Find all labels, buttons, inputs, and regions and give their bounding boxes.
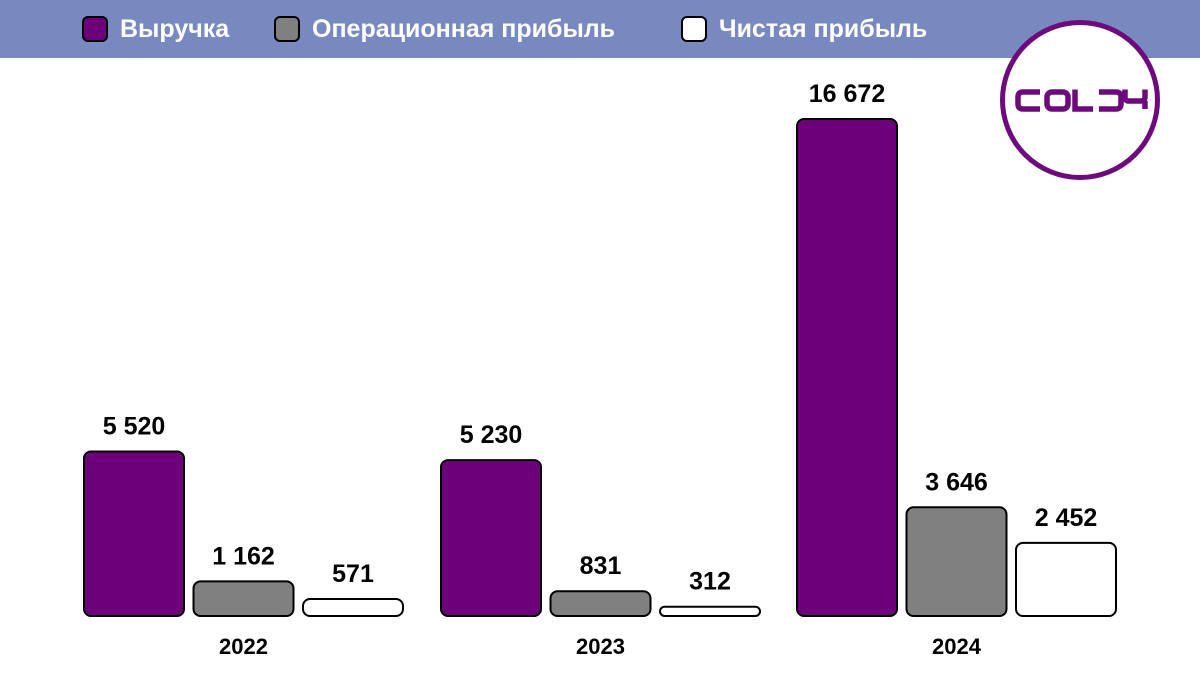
bar-operating-profit-2022 (192, 580, 295, 617)
legend-bar: Выручка Операционная прибыль Чистая приб… (0, 0, 1200, 58)
data-label-operating-profit-2023: 831 (580, 552, 622, 580)
legend-item-operating-profit: Операционная прибыль (274, 12, 615, 46)
legend-item-revenue: Выручка (82, 12, 229, 46)
data-label-revenue-2023: 5 230 (460, 421, 523, 449)
x-tick-label-2022: 2022 (219, 634, 268, 659)
legend-swatch-operating-profit (274, 16, 300, 42)
bar-revenue-2022 (83, 450, 185, 617)
coldy-logo-mark (1015, 89, 1148, 112)
data-label-net-profit-2024: 2 452 (1035, 504, 1098, 532)
legend-item-net-profit: Чистая прибыль (681, 12, 927, 46)
data-label-revenue-2024: 16 672 (809, 80, 885, 108)
bar-net-profit-2023 (659, 605, 761, 618)
legend-label-revenue: Выручка (120, 14, 230, 43)
legend-swatch-revenue (82, 16, 108, 42)
bar-net-profit-2024 (1015, 541, 1117, 617)
data-label-operating-profit-2022: 1 162 (212, 542, 275, 570)
legend-swatch-net-profit (681, 16, 707, 42)
bar-revenue-2023 (440, 459, 542, 617)
data-label-operating-profit-2024: 3 646 (925, 468, 988, 496)
data-label-revenue-2022: 5 520 (103, 412, 166, 440)
x-tick-label-2023: 2023 (576, 634, 625, 659)
bar-operating-profit-2024 (905, 506, 1008, 618)
bar-net-profit-2022 (302, 597, 404, 617)
legend-label-operating-profit: Операционная прибыль (312, 14, 616, 43)
bar-operating-profit-2023 (549, 590, 652, 617)
x-tick-label-2024: 2024 (932, 634, 982, 659)
bar-revenue-2024 (796, 118, 898, 617)
coldy-logo (1000, 20, 1160, 180)
data-label-net-profit-2023: 312 (689, 568, 731, 596)
data-label-net-profit-2022: 571 (332, 560, 374, 588)
legend-label-net-profit: Чистая прибыль (719, 14, 928, 43)
